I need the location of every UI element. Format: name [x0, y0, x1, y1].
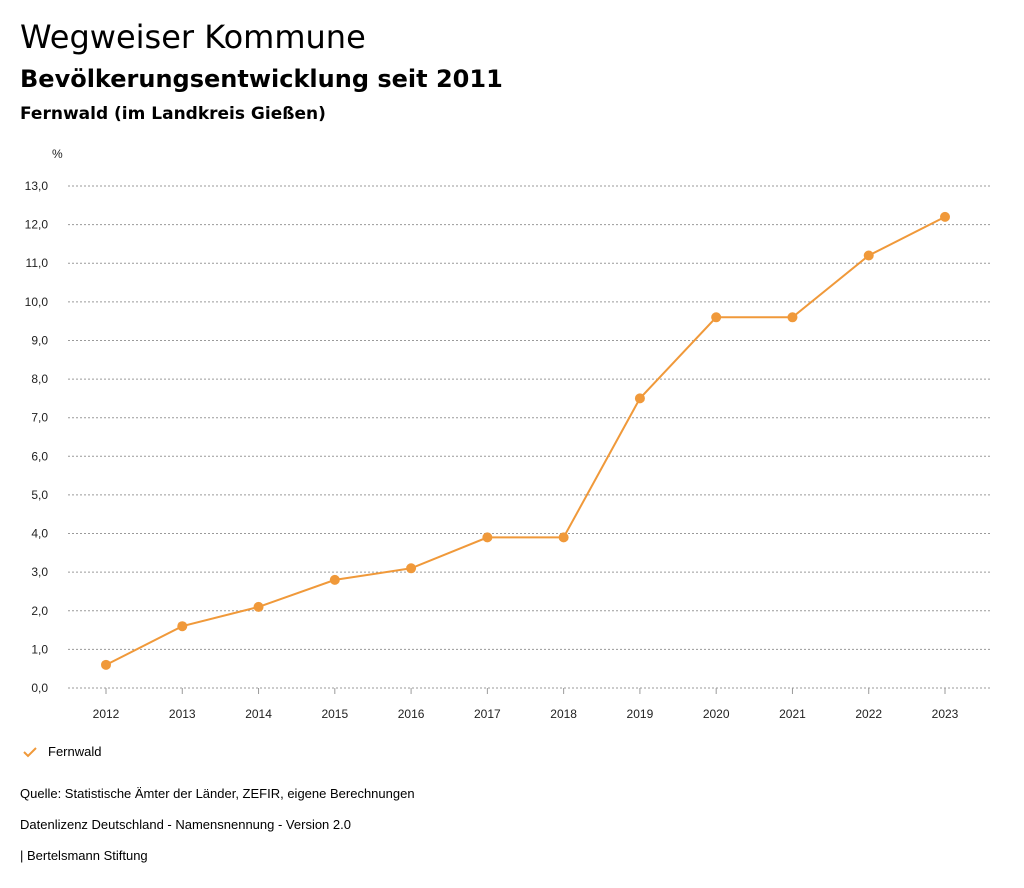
y-axis-unit-label: %	[52, 147, 63, 161]
y-tick-label: 8,0	[31, 372, 48, 386]
x-tick-label: 2021	[779, 707, 806, 721]
x-tick-label: 2020	[703, 707, 730, 721]
data-point[interactable]	[940, 211, 950, 222]
grid-lines	[68, 185, 990, 689]
y-tick-label: 4,0	[31, 527, 48, 541]
y-tick-label: 11,0	[26, 256, 49, 270]
line-chart: % 0,0 1,0 2,0 3,0 4,0 5,0 6,0 7,0 8,0 9,0 10,0 11,0…	[25, 147, 990, 721]
y-tick-label: 3,0	[31, 565, 48, 579]
y-tick-label: 2,0	[31, 604, 48, 618]
y-tick-label: 5,0	[31, 488, 48, 502]
x-tick-label: 2018	[550, 707, 577, 721]
series-line	[105, 216, 946, 666]
y-tick-label: 1,0	[31, 642, 48, 656]
series-fernwald	[101, 211, 950, 670]
data-point[interactable]	[787, 312, 798, 323]
x-tick-label: 2012	[93, 707, 120, 721]
y-tick-label: 13,0	[25, 179, 49, 193]
x-tick-label: 2014	[245, 707, 272, 721]
chart-subtitle: Bevölkerungsentwicklung seit 2011	[20, 65, 503, 93]
data-point[interactable]	[329, 574, 340, 585]
data-point[interactable]	[711, 312, 722, 323]
license-note: Datenlizenz Deutschland - Namensnennung …	[20, 817, 351, 832]
publisher-note: | Bertelsmann Stiftung	[20, 848, 148, 863]
data-point[interactable]	[177, 621, 188, 632]
x-tick-label: 2013	[169, 707, 196, 721]
y-tick-label: 7,0	[31, 411, 48, 425]
data-point[interactable]	[253, 601, 264, 612]
region-name: Fernwald (im Landkreis Gießen)	[20, 104, 326, 124]
legend-label: Fernwald	[48, 744, 102, 759]
y-tick-label: 6,0	[31, 449, 48, 463]
data-point[interactable]	[634, 393, 645, 404]
source-note: Quelle: Statistische Ämter der Länder, Z…	[20, 786, 415, 801]
y-tick-label: 9,0	[31, 333, 48, 347]
legend[interactable]: Fernwald	[22, 744, 101, 759]
data-point[interactable]	[863, 250, 874, 261]
data-point[interactable]	[406, 563, 417, 574]
y-tick-label: 10,0	[25, 295, 49, 309]
check-icon	[22, 745, 38, 759]
y-tick-label: 12,0	[25, 218, 49, 232]
data-point[interactable]	[482, 532, 493, 543]
x-tick-label: 2016	[398, 707, 425, 721]
x-tick-label: 2015	[321, 707, 348, 721]
data-point[interactable]	[558, 532, 569, 543]
data-point[interactable]	[101, 659, 111, 670]
page-title: Wegweiser Kommune	[20, 18, 366, 56]
x-tick-label: 2023	[932, 707, 959, 721]
x-axis: 2012 2013 2014 2015 2016 2017 2018 2019 2020 2021…	[93, 688, 959, 721]
x-tick-label: 2022	[855, 707, 882, 721]
x-tick-label: 2019	[627, 707, 654, 721]
y-tick-label: 0,0	[31, 681, 48, 695]
x-tick-label: 2017	[474, 707, 501, 721]
y-axis: 0,0 1,0 2,0 3,0 4,0 5,0 6,0 7,0 8,0 9,0 10,0 11,0 12…	[25, 179, 49, 695]
